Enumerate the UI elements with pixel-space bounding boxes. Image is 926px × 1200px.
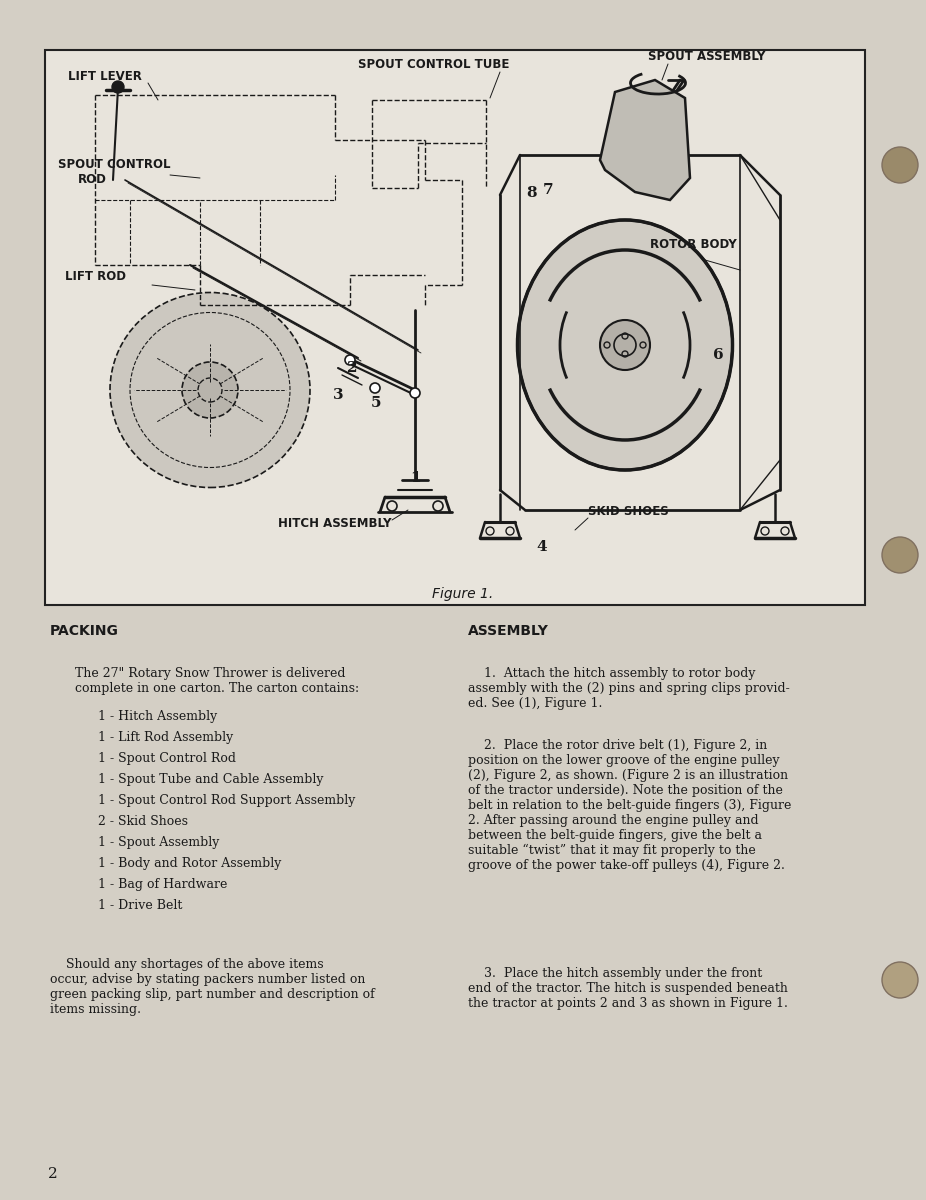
Text: 1 - Drive Belt: 1 - Drive Belt bbox=[98, 899, 182, 912]
Circle shape bbox=[112, 80, 124, 92]
Text: 5: 5 bbox=[370, 396, 382, 410]
Text: 3: 3 bbox=[332, 388, 344, 402]
Circle shape bbox=[600, 320, 650, 370]
Bar bbox=[45, 50, 865, 605]
Text: LIFT LEVER: LIFT LEVER bbox=[68, 70, 142, 83]
Text: 1 - Spout Control Rod: 1 - Spout Control Rod bbox=[98, 752, 236, 766]
Text: 8: 8 bbox=[527, 186, 537, 200]
Polygon shape bbox=[600, 80, 690, 200]
Text: 6: 6 bbox=[713, 348, 723, 362]
Text: PACKING: PACKING bbox=[50, 624, 119, 638]
Text: SPOUT CONTROL: SPOUT CONTROL bbox=[58, 158, 170, 170]
Text: SPOUT ASSEMBLY: SPOUT ASSEMBLY bbox=[648, 50, 766, 62]
Text: 2: 2 bbox=[48, 1166, 57, 1181]
Circle shape bbox=[370, 383, 380, 392]
Text: 1 - Spout Tube and Cable Assembly: 1 - Spout Tube and Cable Assembly bbox=[98, 773, 323, 786]
Text: SKID SHOES: SKID SHOES bbox=[588, 505, 669, 518]
Circle shape bbox=[182, 362, 238, 418]
Text: 1 - Lift Rod Assembly: 1 - Lift Rod Assembly bbox=[98, 731, 233, 744]
Ellipse shape bbox=[518, 220, 732, 470]
Text: 1 - Body and Rotor Assembly: 1 - Body and Rotor Assembly bbox=[98, 857, 282, 870]
Text: 1: 1 bbox=[409, 470, 420, 485]
Text: 7: 7 bbox=[543, 182, 554, 197]
Text: ROD: ROD bbox=[78, 173, 106, 186]
Text: 2.  Place the rotor drive belt (1), Figure 2, in
position on the lower groove of: 2. Place the rotor drive belt (1), Figur… bbox=[468, 739, 792, 872]
Text: The 27" Rotary Snow Thrower is delivered
complete in one carton. The carton cont: The 27" Rotary Snow Thrower is delivered… bbox=[75, 667, 359, 695]
Text: LIFT ROD: LIFT ROD bbox=[65, 270, 126, 283]
Text: 1 - Spout Assembly: 1 - Spout Assembly bbox=[98, 836, 219, 850]
Text: 1 - Hitch Assembly: 1 - Hitch Assembly bbox=[98, 710, 218, 722]
Text: ASSEMBLY: ASSEMBLY bbox=[468, 624, 549, 638]
Circle shape bbox=[882, 538, 918, 572]
Text: 3.  Place the hitch assembly under the front
end of the tractor. The hitch is su: 3. Place the hitch assembly under the fr… bbox=[468, 967, 788, 1010]
Text: 4: 4 bbox=[537, 540, 547, 554]
Text: 1 - Spout Control Rod Support Assembly: 1 - Spout Control Rod Support Assembly bbox=[98, 794, 356, 806]
Text: ROTOR BODY: ROTOR BODY bbox=[650, 238, 737, 251]
Text: 1 - Bag of Hardware: 1 - Bag of Hardware bbox=[98, 878, 228, 890]
Text: 2 - Skid Shoes: 2 - Skid Shoes bbox=[98, 815, 188, 828]
Text: Should any shortages of the above items
occur, advise by stating packers number : Should any shortages of the above items … bbox=[50, 958, 375, 1016]
Circle shape bbox=[882, 962, 918, 998]
Circle shape bbox=[882, 146, 918, 182]
Text: HITCH ASSEMBLY: HITCH ASSEMBLY bbox=[278, 517, 392, 530]
Circle shape bbox=[345, 355, 355, 365]
Text: SPOUT CONTROL TUBE: SPOUT CONTROL TUBE bbox=[358, 58, 509, 71]
Text: 1.  Attach the hitch assembly to rotor body
assembly with the (2) pins and sprin: 1. Attach the hitch assembly to rotor bo… bbox=[468, 667, 790, 710]
Text: 2: 2 bbox=[346, 361, 357, 374]
Text: Figure 1.: Figure 1. bbox=[432, 587, 494, 601]
Ellipse shape bbox=[110, 293, 310, 487]
Circle shape bbox=[410, 388, 420, 398]
